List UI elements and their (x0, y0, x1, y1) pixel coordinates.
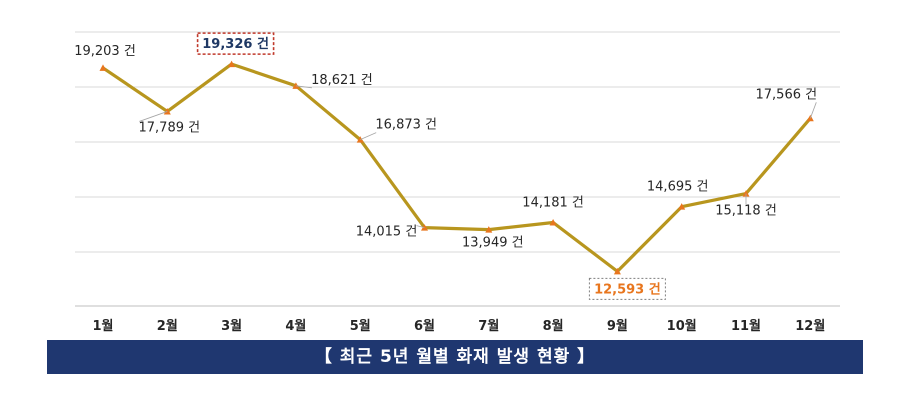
data-label-8: 14,181 건 (522, 195, 584, 210)
series-line (101, 62, 812, 273)
chart-caption-banner: 【 최근 5년 월별 화재 발생 현황 】 (47, 340, 863, 374)
data-markers (99, 60, 814, 275)
data-point-2 (163, 107, 171, 115)
min-label-box (588, 277, 666, 300)
data-point-10 (678, 203, 686, 210)
data-label-12: 17,566 건 (756, 87, 818, 102)
x-tick-label-8: 8월 (543, 318, 564, 334)
line-chart: 19,203 건 17,789 건 19,326 건 18,621 건 16,873 건… (74, 31, 840, 334)
gridlines (75, 31, 840, 307)
data-label-11: 15,118 건 (715, 204, 777, 219)
data-point-7 (485, 226, 493, 233)
data-label-3: 19,326 건 (202, 36, 269, 52)
x-axis-ticks: 1월 2월 3월 4월 5월 6월 7월 8월 9월 10월 11월 12월 (92, 318, 825, 334)
data-point-4 (292, 82, 300, 89)
label-leader-2 (139, 111, 168, 122)
x-tick-label-1: 1월 (92, 318, 113, 334)
data-label-4: 18,621 건 (311, 73, 373, 88)
data-point-1 (99, 64, 107, 71)
data-label-10: 14,695 건 (647, 180, 709, 195)
series-line-path (101, 62, 812, 273)
data-point-11 (742, 190, 750, 197)
data-label-2: 17,789 건 (139, 120, 201, 135)
x-tick-label-3: 3월 (221, 318, 242, 334)
label-leader-5 (360, 132, 377, 140)
data-label-6: 14,015 건 (356, 225, 418, 240)
data-point-8 (549, 218, 557, 226)
data-point-3 (228, 60, 236, 68)
x-tick-label-12: 12월 (795, 318, 825, 334)
x-tick-label-2: 2월 (157, 318, 178, 334)
label-leader-4 (295, 85, 312, 89)
label-leader-12 (809, 102, 817, 119)
x-tick-label-5: 5월 (350, 318, 371, 334)
data-label-5: 16,873 건 (375, 118, 437, 133)
x-tick-label-4: 4월 (285, 318, 306, 334)
label-leader-6 (416, 225, 425, 228)
data-labels: 19,203 건 17,789 건 19,326 건 18,621 건 16,873 건… (74, 32, 818, 300)
x-tick-label-6: 6월 (414, 318, 435, 334)
data-point-9 (613, 267, 621, 275)
data-label-1: 19,203 건 (74, 44, 136, 59)
data-label-9: 12,593 건 (594, 281, 661, 297)
data-label-7: 13,949 건 (462, 236, 524, 251)
x-tick-label-11: 11월 (731, 318, 761, 334)
max-label-box (196, 32, 275, 55)
x-tick-label-10: 10월 (667, 318, 697, 334)
x-tick-label-9: 9월 (607, 318, 628, 334)
x-tick-label-7: 7월 (478, 318, 499, 334)
